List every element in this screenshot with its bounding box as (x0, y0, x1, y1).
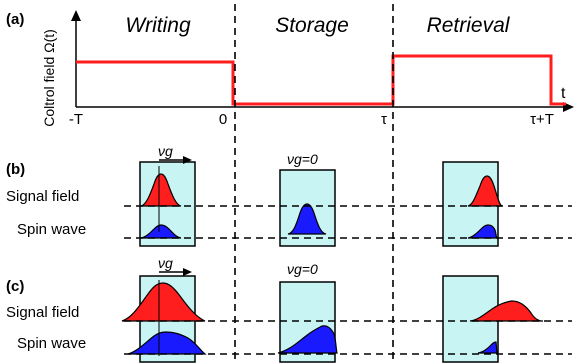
panel-b-signal-label: Signal field (6, 188, 79, 205)
panel-c-spin-label: Spin wave (17, 335, 86, 352)
panel-b-signal-pulse-writing (140, 173, 182, 207)
panel-b-spin-pulse-storage (287, 203, 327, 235)
panel-b-velocity-label: νg (158, 143, 173, 159)
panel-b-spin-label: Spin wave (17, 221, 86, 238)
tick-zero: 0 (219, 111, 227, 128)
panel-b-spin-pulse-writing (140, 224, 182, 239)
panel-c-velocity-label: νg (158, 255, 173, 271)
panel-c-signal-label: Signal field (6, 304, 79, 321)
tick-tau-plus-T: τ+T (530, 111, 554, 128)
y-axis-label: Coltrol field Ω(t) (41, 29, 57, 127)
y-axis-arrow (71, 10, 81, 21)
phase-storage: Storage (275, 14, 349, 37)
t-axis-label: t (561, 85, 566, 102)
panel-c-signal-pulse-retrieval (469, 300, 544, 322)
panel-c-velocity-arrowhead (183, 268, 192, 276)
panel-b-spin-pulse-retrieval (467, 224, 499, 239)
tick-tau: τ (381, 111, 387, 128)
panel-b-signal-pulse-retrieval (467, 175, 503, 207)
panel-b-velocity-arrowhead (183, 156, 192, 164)
panel-b-label: (b) (6, 161, 25, 178)
phase-writing: Writing (125, 14, 191, 37)
phase-retrieval: Retrieval (427, 14, 511, 37)
tick-minus-T: -T (69, 111, 83, 128)
panel-c-spin-pulse-writing (127, 331, 207, 355)
panel-c-signal-pulse-writing (121, 282, 206, 322)
panel-a-label: (a) (6, 11, 24, 28)
panel-b-storage-velocity: νg=0 (287, 151, 318, 167)
panel-c-storage-velocity: νg=0 (287, 261, 318, 277)
panel-c-spin-pulse-retrieval (477, 341, 498, 354)
panel-c-label: (c) (6, 278, 24, 295)
control-field-trace (76, 54, 566, 106)
panel-c-spin-pulse-storage (277, 325, 338, 354)
